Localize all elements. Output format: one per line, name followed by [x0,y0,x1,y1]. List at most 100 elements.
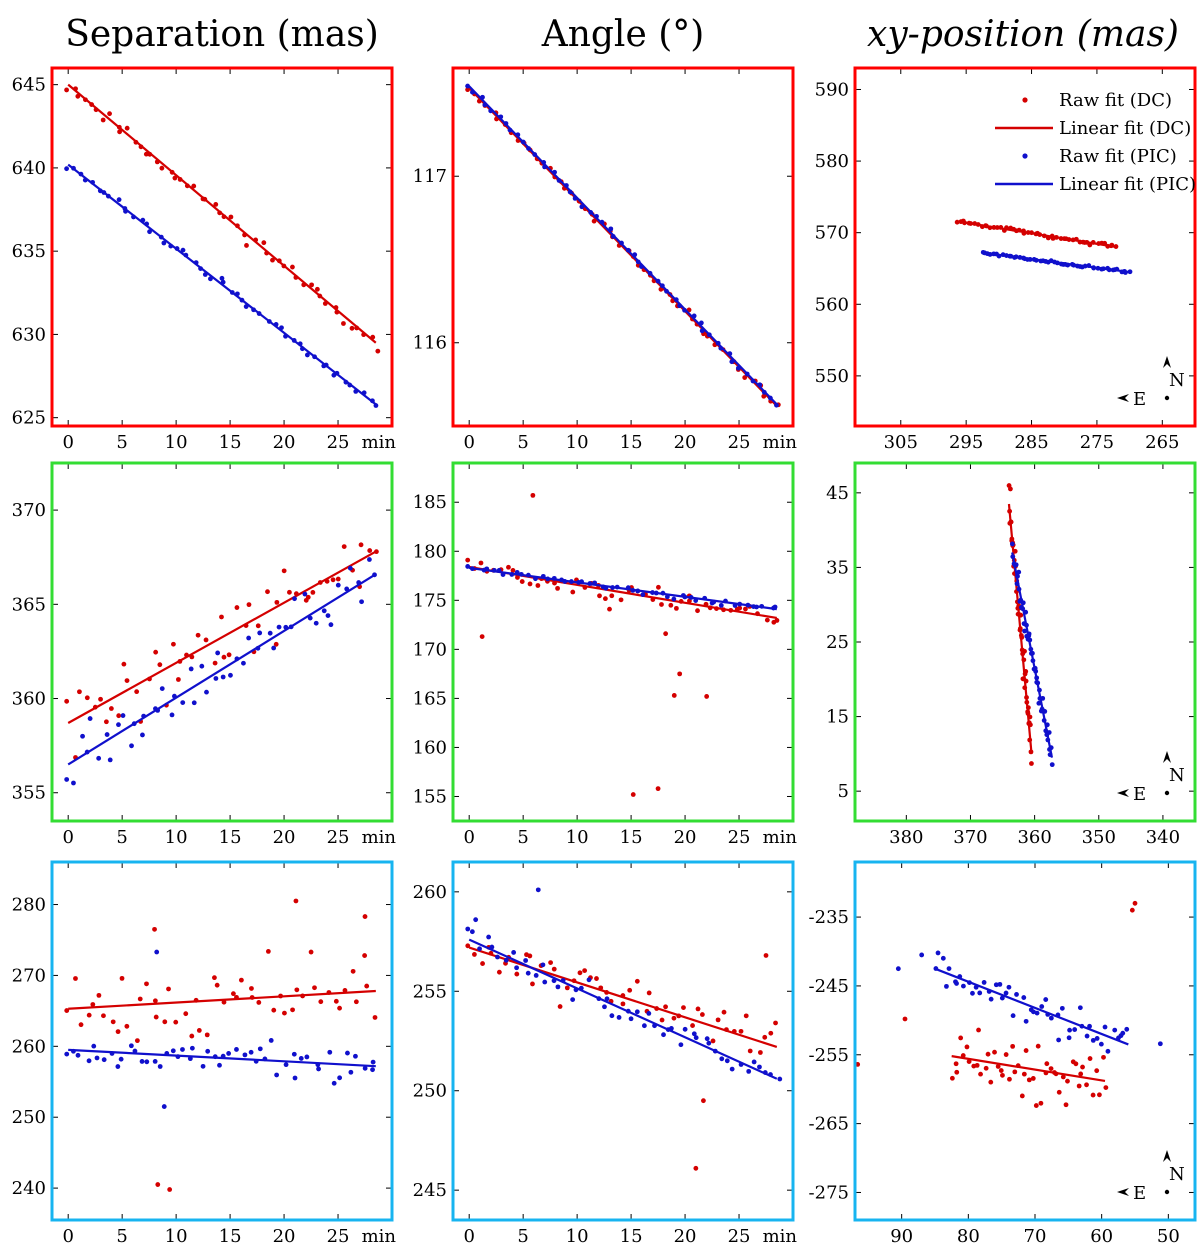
plot-area [465,887,783,1171]
data-point [87,716,93,721]
data-point [246,602,252,608]
data-point [140,732,145,738]
data-point [525,970,531,976]
data-point [80,733,85,739]
x-tick-label: 10 [566,827,589,848]
data-point [230,991,236,997]
data-point [327,1049,333,1055]
data-point [668,602,674,608]
data-point [144,981,149,987]
data-point [1049,762,1055,768]
data-point [940,955,946,961]
data-point [71,780,76,786]
data-point [976,1027,981,1033]
data-point [116,197,122,203]
x-tick-label: 10 [165,827,188,848]
compass-rose: NE [1117,751,1185,805]
plot-area [64,898,378,1192]
data-point [646,990,652,996]
data-point [710,1038,716,1044]
linear-fit-line [934,967,1129,1046]
data-point [1030,1076,1036,1081]
data-point [564,985,570,991]
data-point [330,577,336,583]
y-tick-label: 260 [12,1036,46,1057]
data-point [203,637,209,643]
data-point [1038,1100,1044,1106]
data-point [465,926,471,932]
data-point [73,976,78,981]
data-point [205,1048,211,1054]
data-point [108,706,114,711]
data-point [1023,1048,1029,1053]
data-point [64,1008,70,1013]
data-point [287,589,292,595]
linear-fit-line [469,566,777,611]
data-point [1067,1027,1072,1033]
x-tick-label: 370 [953,827,987,848]
data-point-outlier [607,606,612,612]
panel-frame [451,860,795,1222]
panel-frame [50,860,394,1222]
data-point [64,87,69,93]
legend-entry: Raw fit (PIC) [1059,146,1177,167]
y-tick-label: 550 [815,366,849,387]
x-tick-label: 0 [62,1226,73,1247]
legend-entry: Linear fit (DC) [1059,118,1191,139]
data-point [312,985,317,991]
data-point [609,1013,615,1019]
data-point [110,1019,116,1025]
data-point [1105,1048,1111,1054]
data-point [757,1050,763,1055]
data-point [124,1023,130,1029]
legend: Raw fit (DC) Linear fit (DC) Raw fit (PIC)… [995,90,1196,195]
data-point [1007,1076,1012,1082]
data-point [213,676,219,681]
data-point [542,979,548,985]
data-point [640,592,646,598]
data-point [555,984,561,990]
y-tick-label: 155 [413,786,447,807]
data-point [659,1017,665,1023]
data-point [283,1062,289,1068]
data-point [478,560,484,566]
data-point [84,695,90,701]
data-point [1084,1082,1089,1088]
data-point [1063,1102,1069,1108]
data-point [527,953,533,959]
data-point [257,1046,263,1052]
data-point [970,990,975,996]
panel-0-1: 0 5 10 15 20 25 116 117 min [413,66,797,453]
data-point [954,981,959,986]
data-point [271,645,277,651]
data-point [298,1056,304,1061]
data-point-outlier [895,966,901,972]
data-point [465,943,471,949]
data-point [214,982,220,988]
x-tick-label: 15 [620,827,643,848]
data-point [316,1066,321,1072]
data-point [1056,1037,1062,1043]
y-tick-label: 240 [12,1178,46,1199]
data-point [196,1028,202,1033]
data-point [751,1059,757,1065]
data-point [1098,1041,1104,1047]
data-point [535,583,541,588]
data-point [1065,1078,1070,1084]
data-point [256,1000,262,1005]
north-arrow-icon [1163,1150,1171,1162]
data-point [169,712,175,718]
data-point [1012,1069,1018,1075]
data-point [86,1012,92,1018]
data-point [465,557,471,563]
data-point [1087,1023,1092,1029]
data-point [104,732,110,737]
data-point [91,1043,97,1049]
data-point [747,1048,753,1054]
data-point [953,1061,959,1067]
compass-north-label: N [1169,765,1185,786]
data-point-outlier [535,887,541,893]
data-point [604,996,610,1002]
data-point [359,599,364,605]
data-point [1094,1068,1100,1074]
